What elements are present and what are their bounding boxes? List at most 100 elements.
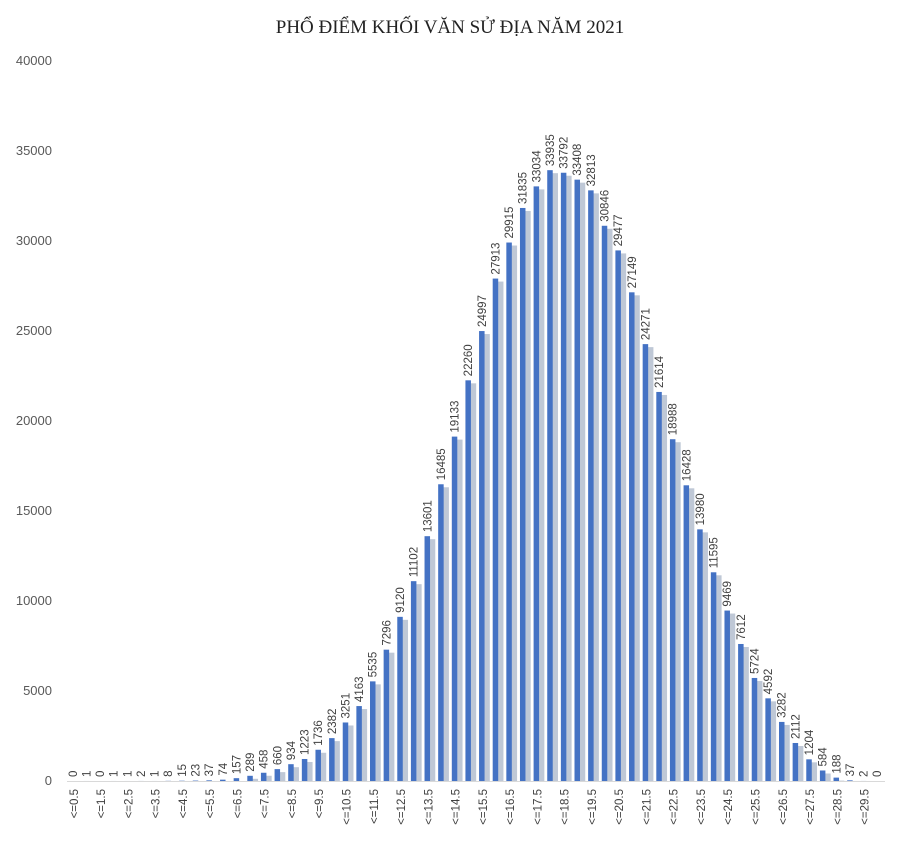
y-tick-label: 30000 bbox=[16, 233, 52, 248]
x-tick-label: <=27.5 bbox=[805, 789, 817, 825]
bar-shadow bbox=[497, 281, 504, 781]
bar bbox=[683, 485, 690, 781]
data-label: 33792 bbox=[559, 137, 571, 169]
data-label: 21614 bbox=[654, 355, 666, 388]
data-label: 2382 bbox=[327, 709, 339, 735]
bar-shadow bbox=[784, 724, 790, 781]
bar-series bbox=[83, 170, 867, 782]
data-label: 33408 bbox=[572, 144, 584, 176]
bar bbox=[547, 170, 553, 782]
bar bbox=[697, 529, 703, 781]
x-tick-label: <=23.5 bbox=[696, 789, 708, 825]
data-label: 2112 bbox=[790, 714, 802, 739]
bar-shadow bbox=[470, 383, 477, 781]
bar bbox=[342, 722, 349, 781]
data-label: 7296 bbox=[381, 620, 393, 646]
bar bbox=[274, 769, 281, 781]
bar bbox=[356, 706, 362, 781]
x-tick-label: <=22.5 bbox=[669, 789, 681, 825]
x-tick-label: <=18.5 bbox=[560, 789, 572, 825]
x-tick-label: <=5.5 bbox=[205, 789, 217, 818]
bar bbox=[738, 643, 744, 781]
bar bbox=[656, 391, 662, 781]
bar bbox=[288, 764, 294, 781]
bar-shadow bbox=[743, 646, 749, 781]
data-label: 19133 bbox=[450, 401, 462, 433]
bar-shadow bbox=[416, 584, 422, 781]
bar bbox=[451, 436, 458, 781]
bar-shadow bbox=[566, 175, 572, 781]
data-label: 157 bbox=[231, 755, 243, 774]
bar bbox=[479, 331, 485, 781]
data-label: 7612 bbox=[736, 614, 748, 640]
bar bbox=[519, 207, 526, 782]
bar-shadow bbox=[334, 741, 340, 781]
y-tick-label: 35000 bbox=[16, 143, 52, 158]
data-label: 5535 bbox=[368, 652, 380, 678]
bar bbox=[301, 758, 308, 781]
bar-shadow bbox=[525, 210, 531, 782]
bar-shadow bbox=[552, 173, 558, 782]
data-label: 660 bbox=[272, 746, 284, 765]
data-label: 458 bbox=[259, 750, 271, 769]
data-label: 8 bbox=[163, 770, 175, 776]
data-label: 23 bbox=[191, 764, 203, 777]
data-label: 1204 bbox=[804, 729, 816, 755]
data-label: 934 bbox=[286, 740, 298, 760]
bar-shadow bbox=[634, 295, 640, 781]
data-label: 29915 bbox=[504, 207, 516, 239]
data-label: 24271 bbox=[640, 308, 652, 340]
bar-shadow bbox=[402, 619, 409, 781]
bar-shadow bbox=[702, 532, 708, 781]
bar bbox=[233, 778, 240, 781]
bar-shadow bbox=[307, 761, 313, 781]
bar-shadow bbox=[647, 347, 654, 781]
data-label: 2 bbox=[136, 771, 148, 777]
data-label: 2 bbox=[859, 771, 871, 777]
data-label: 1 bbox=[122, 771, 134, 777]
data-label: 0 bbox=[95, 771, 107, 777]
x-tick-label: <=29.5 bbox=[860, 789, 872, 825]
x-tick-label: <=1.5 bbox=[96, 789, 108, 818]
bar-shadow bbox=[252, 778, 259, 781]
x-tick-label: <=9.5 bbox=[314, 789, 326, 818]
data-label: 16428 bbox=[681, 449, 693, 481]
y-tick-label: 0 bbox=[45, 773, 52, 788]
bar bbox=[819, 770, 826, 781]
y-axis: 0 5000 10000 15000 20000 25000 30000 35000 40000 bbox=[16, 53, 52, 788]
bar-shadow bbox=[579, 182, 586, 781]
x-tick-label: <=3.5 bbox=[151, 789, 163, 818]
x-tick-label: <=25.5 bbox=[750, 789, 762, 825]
x-tick-label: <=6.5 bbox=[232, 789, 244, 818]
bar bbox=[247, 775, 253, 781]
data-label: 33034 bbox=[531, 150, 543, 183]
data-label: 13980 bbox=[695, 493, 707, 525]
data-label: 1736 bbox=[313, 720, 325, 746]
bar bbox=[533, 186, 540, 781]
y-tick-label: 40000 bbox=[16, 53, 52, 68]
bar bbox=[383, 649, 390, 781]
data-label: 1 bbox=[109, 771, 121, 777]
data-label: 74 bbox=[218, 762, 230, 775]
bar bbox=[629, 292, 635, 781]
bar bbox=[642, 344, 649, 781]
bar bbox=[370, 681, 376, 781]
y-tick-label: 10000 bbox=[16, 593, 52, 608]
bar bbox=[792, 742, 799, 781]
data-label: 29477 bbox=[613, 214, 625, 246]
bar bbox=[779, 721, 785, 781]
data-label: 13601 bbox=[422, 500, 434, 532]
bar-shadow bbox=[770, 701, 777, 781]
x-tick-label: <=20.5 bbox=[614, 789, 626, 825]
bar-shadow bbox=[320, 752, 327, 781]
bar-shadow bbox=[429, 539, 436, 781]
data-label: 32813 bbox=[586, 154, 598, 186]
data-label: 4163 bbox=[354, 676, 366, 702]
data-label: 24997 bbox=[477, 295, 489, 327]
data-label: 15 bbox=[177, 764, 189, 777]
x-tick-label: <=4.5 bbox=[178, 789, 190, 818]
data-label: 3251 bbox=[340, 693, 352, 719]
x-tick-label: <=26.5 bbox=[778, 789, 790, 825]
data-label: 584 bbox=[818, 747, 830, 767]
